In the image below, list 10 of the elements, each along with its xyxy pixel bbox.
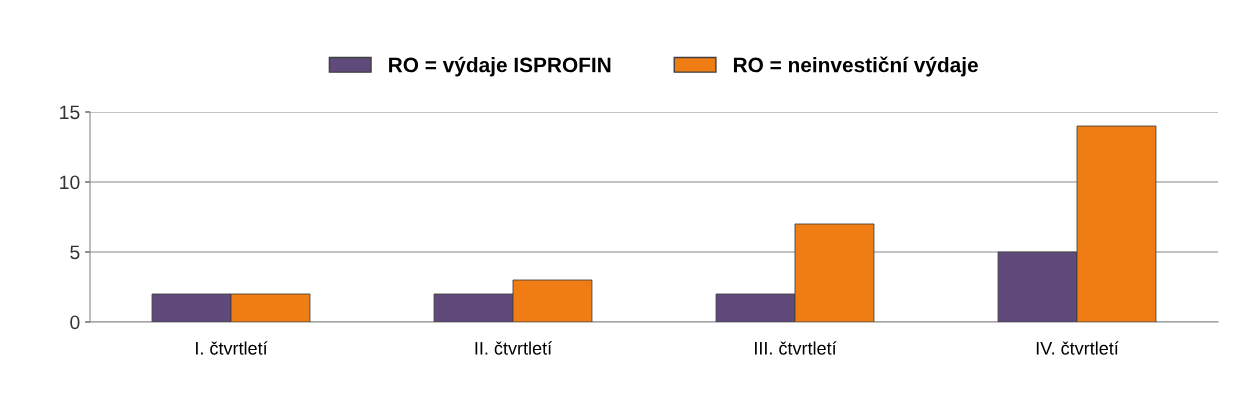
- x-tick-label: IV. čtvrtletí: [1036, 341, 1119, 355]
- y-tick-label: 5: [70, 245, 80, 260]
- x-tick-label: I. čtvrtletí: [196, 341, 268, 355]
- legend-label: RO = neinvestiční výdaje: [733, 56, 978, 77]
- y-tick-label: 10: [60, 175, 80, 190]
- y-tick-label: 15: [60, 105, 80, 120]
- y-tick-label: 0: [70, 315, 80, 330]
- legend-label: RO = výdaje ISPROFIN: [389, 56, 611, 77]
- x-tick-label: II. čtvrtletí: [475, 341, 553, 355]
- x-tick-label: III. čtvrtletí: [755, 341, 837, 355]
